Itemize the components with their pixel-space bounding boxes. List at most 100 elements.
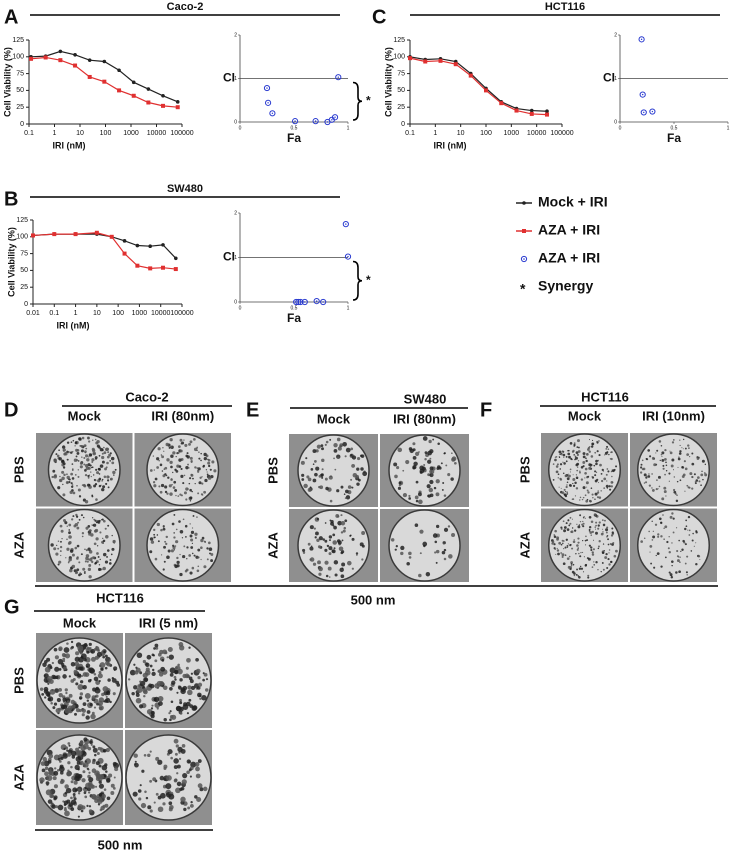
colony [96,545,99,547]
x-axis-label: Fa [287,311,301,325]
colony [589,531,593,534]
colony [302,548,306,552]
colony [59,764,64,769]
colony [61,445,66,449]
colony [114,468,117,471]
marker [146,100,151,105]
colony [343,493,346,495]
colony [600,479,604,483]
colony [681,447,683,449]
colony [93,647,98,651]
colony [314,472,318,477]
colony [103,774,107,778]
colony [109,700,112,704]
colony [70,640,74,644]
colony [553,534,556,536]
colony [597,545,600,548]
colony [85,663,91,668]
colony [338,546,344,552]
colony [104,666,108,670]
marker [173,267,178,272]
colony [67,478,70,480]
colony [328,475,333,480]
colony [558,486,560,488]
colony [152,481,156,484]
plate-dish [297,434,370,507]
colony [84,473,88,477]
colony [78,518,81,521]
colony [318,566,323,572]
colony [661,451,665,455]
colony [91,458,95,462]
colony [69,490,73,494]
marker [423,59,428,64]
colony [51,674,56,680]
colony [57,540,60,543]
colony [157,806,164,813]
colony [682,448,684,450]
colony [99,531,102,534]
colony [594,498,596,500]
colony [147,753,151,758]
colony [102,655,106,659]
colony [153,469,156,471]
colony [569,468,572,471]
colony [664,473,666,476]
colony [575,573,578,576]
colony [87,791,91,794]
y-tick-label: 100 [393,54,405,61]
colony [78,746,81,749]
colony [412,466,416,470]
x-tick-label: 0 [239,305,242,311]
colony [63,747,66,750]
colony [70,765,73,769]
colony [608,552,610,554]
colony [568,555,571,558]
colony [66,749,69,752]
colony [70,807,75,811]
colony [593,539,595,541]
colony [577,466,579,468]
colony [435,492,440,497]
colony [106,455,110,459]
colony [71,755,76,759]
colony [149,664,153,668]
colony [574,456,577,458]
colony [559,477,562,480]
colony [55,805,59,809]
marker [342,221,349,228]
y-axis-label: Cell Viability (%) [2,47,12,117]
colony [72,553,75,557]
colony [660,521,662,524]
colony [57,563,60,566]
colony [171,680,176,685]
colony [579,514,582,517]
colony [108,562,112,565]
colony [172,451,176,455]
colony [184,443,188,447]
colony [582,455,586,459]
colony [153,536,156,539]
colony [88,771,91,774]
colony [87,547,91,551]
colony [110,783,115,788]
colony [196,686,201,690]
colony [213,469,217,473]
colony [58,560,62,564]
colony [174,488,178,492]
colony [84,450,87,453]
colony [587,557,591,561]
colony [175,744,179,748]
colony [186,657,191,663]
colony [208,541,211,545]
colony [43,686,49,692]
colony [91,517,94,519]
colony [158,485,161,488]
colony [591,553,595,556]
colony [58,647,62,652]
colony [94,438,97,441]
colony [72,450,74,453]
colony [188,467,190,469]
colony [422,436,428,441]
colony [153,801,156,804]
